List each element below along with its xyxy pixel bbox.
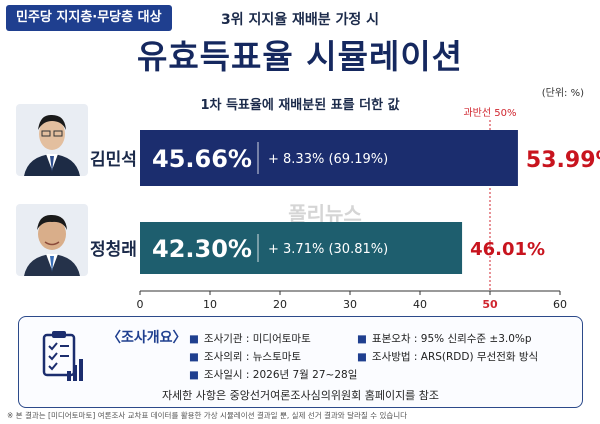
candidate-photo-kim — [16, 104, 88, 176]
survey-heading: 〈조사개요〉 — [107, 330, 187, 346]
bar-added-label: + 8.33% (69.19%) — [268, 152, 388, 167]
bar-2 — [140, 222, 463, 274]
disclaimer-footnote: ※ 본 결과는 [미디어토마토] 여론조사 교차표 데이터를 활용한 가상 시뮬… — [7, 411, 408, 420]
candidate-photo-jung — [16, 204, 88, 276]
candidate-name-jung: 정청래 — [90, 240, 137, 260]
survey-item-margin: ■ 표본오차 : 95% 신뢰수준 ±3.0%p — [357, 333, 532, 345]
survey-item-date: ■ 조사일시 : 2026년 7월 27~28일 — [189, 369, 358, 381]
candidate-name-kim: 김민석 — [90, 150, 137, 170]
bar-value-label: 45.66% — [152, 145, 252, 173]
x-tick-label: 10 — [203, 298, 217, 311]
vote-share-chart: 0 10 20 30 40 50 60 과반선 50% 45.66% + 8.33% (69.19… — [137, 107, 600, 311]
x-tick-label: 20 — [273, 298, 287, 311]
majority-reference-label: 과반선 50% — [463, 107, 516, 119]
survey-item-method: ■ 조사방법 : ARS(RDD) 무선전화 방식 — [357, 351, 539, 363]
bar-total-label: 53.99% — [526, 148, 600, 173]
survey-overview-box: 〈조사개요〉 ■ 조사기관 : 미디어토마토 ■ 표본오차 : 95% 신뢰수준 ±… — [18, 316, 583, 408]
x-tick-label: 30 — [343, 298, 357, 311]
survey-item-agency: ■ 조사기관 : 미디어토마토 — [189, 333, 311, 345]
chart-title: 유효득표율 시뮬레이션 — [136, 37, 464, 76]
bar-total-label: 46.01% — [470, 239, 545, 260]
bar-added-label: + 3.71% (30.81%) — [268, 242, 388, 257]
x-tick-label: 40 — [413, 298, 427, 311]
x-tick-label: 50 — [482, 298, 498, 311]
clipboard-chart-icon — [41, 329, 85, 385]
target-group-badge: 민주당 지지층·무당층 대상 — [6, 5, 172, 31]
survey-item-client: ■ 조사의뢰 : 뉴스토마토 — [189, 351, 302, 363]
bar-value-label: 42.30% — [152, 235, 252, 263]
survey-footer-note: 자세한 사항은 중앙선거여론조사심의위원회 홈페이지를 참조 — [161, 389, 440, 402]
unit-label: (단위: %) — [541, 88, 584, 99]
chart-subtitle: 3위 지지율 재배분 가정 시 — [220, 12, 380, 28]
bar-1 — [140, 130, 518, 186]
x-tick-label: 60 — [553, 298, 567, 311]
x-tick-label: 0 — [137, 298, 144, 311]
chart-description: 1차 득표율에 재배분된 표를 더한 값 — [200, 98, 400, 113]
